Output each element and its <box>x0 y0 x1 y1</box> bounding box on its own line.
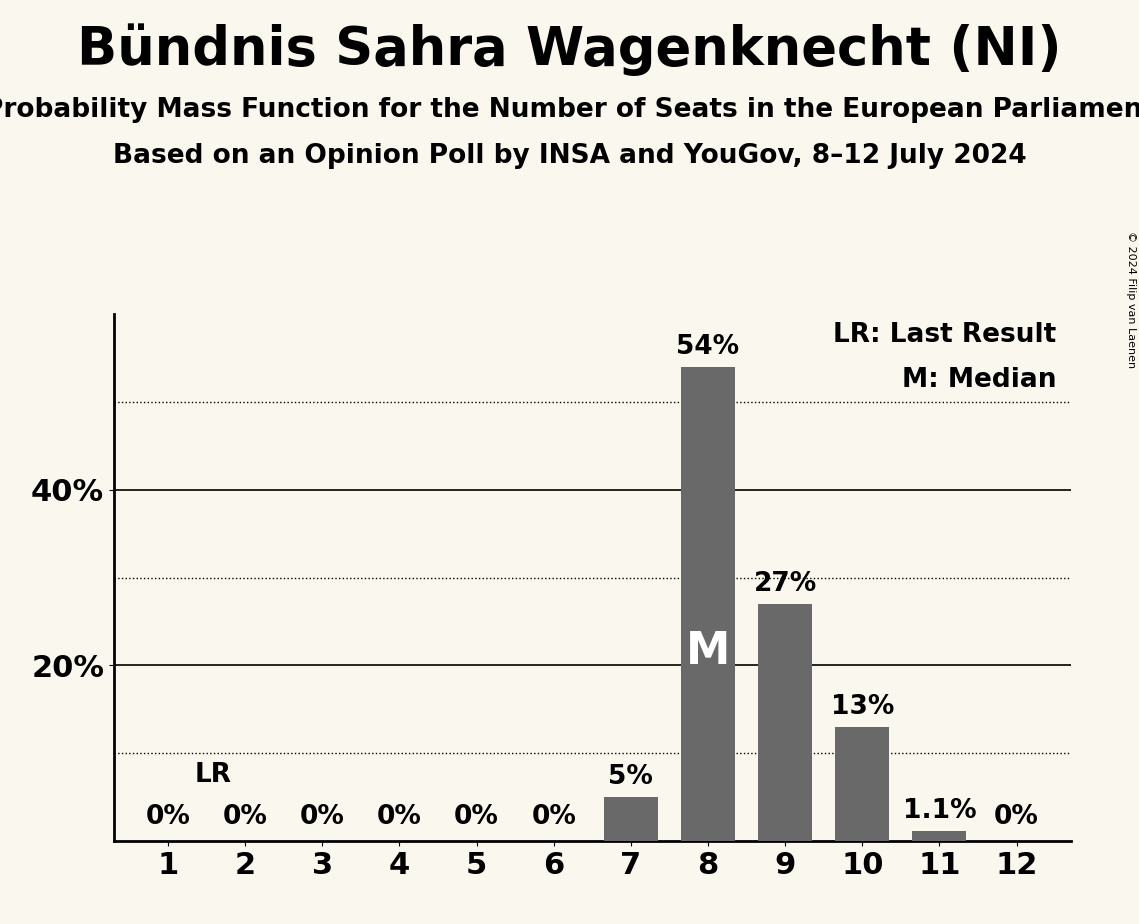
Text: 0%: 0% <box>531 804 576 831</box>
Text: 27%: 27% <box>754 571 817 597</box>
Bar <box>759 604 812 841</box>
Text: © 2024 Filip van Laenen: © 2024 Filip van Laenen <box>1126 231 1136 368</box>
Text: Probability Mass Function for the Number of Seats in the European Parliament: Probability Mass Function for the Number… <box>0 97 1139 123</box>
Text: M: M <box>686 630 730 673</box>
Text: 0%: 0% <box>146 804 190 831</box>
Text: 0%: 0% <box>300 804 345 831</box>
Text: M: Median: M: Median <box>902 367 1056 393</box>
Text: 0%: 0% <box>222 804 268 831</box>
Text: LR: LR <box>195 761 232 788</box>
Text: LR: Last Result: LR: Last Result <box>833 322 1056 348</box>
Bar <box>912 832 967 841</box>
Bar <box>681 367 735 841</box>
Text: 0%: 0% <box>994 804 1039 831</box>
Text: 13%: 13% <box>830 694 894 720</box>
Text: Based on an Opinion Poll by INSA and YouGov, 8–12 July 2024: Based on an Opinion Poll by INSA and You… <box>113 143 1026 169</box>
Text: Bündnis Sahra Wagenknecht (NI): Bündnis Sahra Wagenknecht (NI) <box>77 23 1062 76</box>
Text: 0%: 0% <box>454 804 499 831</box>
Text: 1.1%: 1.1% <box>903 798 976 824</box>
Bar <box>835 726 890 841</box>
Text: 54%: 54% <box>677 334 739 359</box>
Text: 0%: 0% <box>377 804 421 831</box>
Text: 5%: 5% <box>608 764 654 790</box>
Bar <box>604 796 658 841</box>
